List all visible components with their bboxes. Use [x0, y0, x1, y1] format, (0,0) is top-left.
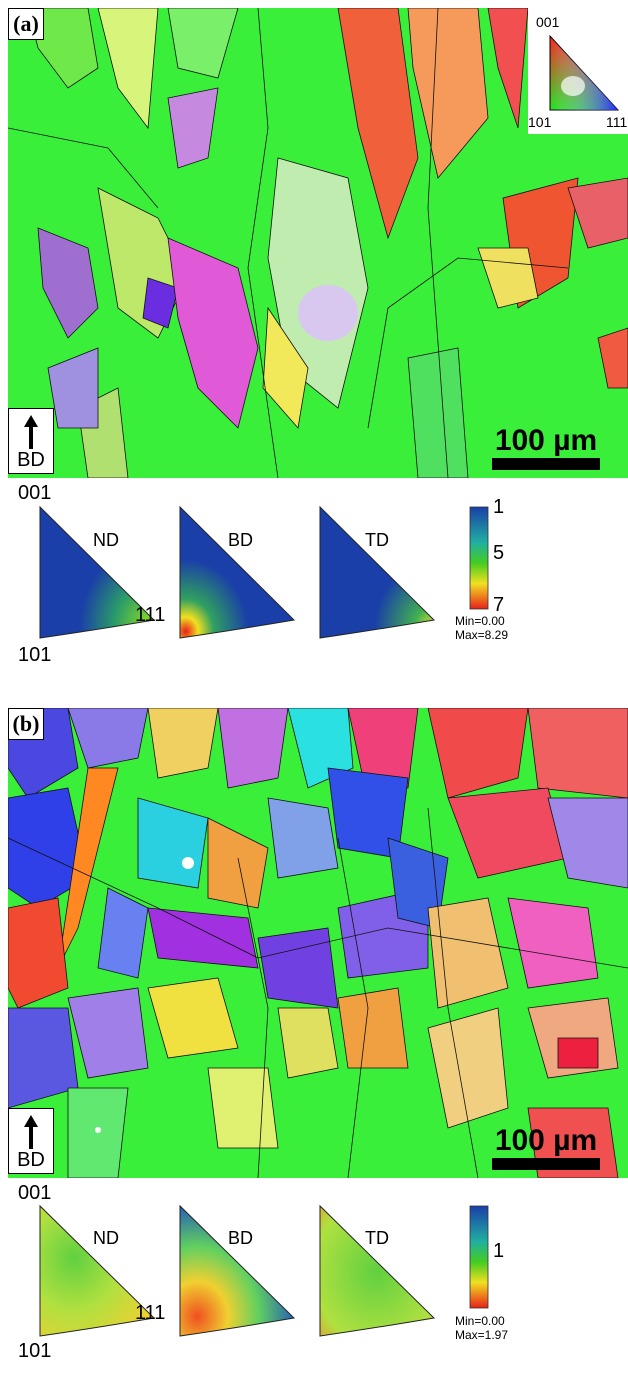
colorbar-tick-5-a: 5 — [493, 542, 505, 564]
pf-vertex-101-a: 101 — [18, 644, 52, 666]
pf-label-bd-b: BD — [228, 1228, 254, 1248]
pf-vertex-111-b: 111 — [135, 1302, 166, 1324]
pole-figures-b-graphics — [39, 1204, 489, 1337]
colorbar-tick-1-b: 1 — [493, 1240, 505, 1262]
pole-figures-a-graphics — [39, 505, 489, 639]
bd-direction-a: BD — [8, 408, 54, 474]
pole-figure-bd-a — [179, 505, 296, 639]
scale-bar-b: 100 µm — [492, 1126, 600, 1170]
scale-line-a — [492, 458, 600, 470]
ebsd-map-b: (b) BD 100 µm — [8, 708, 628, 1178]
pf-vertex-001-b: 001 — [18, 1182, 52, 1204]
ebsd-map-a: (a) 001 101 111 BD 1 — [8, 8, 628, 478]
ipf-key-001: 001 — [536, 14, 560, 30]
pole-figures-a: 001 101 111 ND BD TD 1 5 7 Min=0.00 Max=… — [0, 480, 628, 680]
scale-line-b — [492, 1158, 600, 1170]
pf-min-a: Min=0.00 — [455, 614, 505, 628]
pf-max-a: Max=8.29 — [455, 628, 509, 642]
bd-label-b: BD — [17, 1149, 45, 1171]
colorbar-b — [469, 1205, 489, 1309]
panel-label-a: (a) — [8, 8, 44, 40]
pf-label-td-b: TD — [365, 1228, 389, 1248]
pole-figure-td-a — [319, 505, 436, 639]
bd-label-a: BD — [17, 449, 45, 471]
colorbar-a — [469, 506, 489, 610]
bd-direction-b: BD — [8, 1108, 54, 1174]
pole-figure-td-b — [319, 1204, 436, 1337]
ipf-color-key: 001 101 111 — [528, 8, 628, 134]
pf-label-bd-a: BD — [228, 530, 254, 550]
ipf-key-111: 111 — [606, 114, 628, 130]
pole-figure-bd-b — [179, 1204, 296, 1337]
pole-figure-nd-b — [39, 1204, 156, 1337]
pf-vertex-111-a: 111 — [135, 604, 166, 626]
scale-text-a: 100 µm — [494, 424, 598, 457]
pf-vertex-001-a: 001 — [18, 482, 52, 504]
scale-text-b: 100 µm — [494, 1124, 598, 1157]
arrow-up-icon — [24, 1115, 38, 1149]
pole-figures-b: 001 101 111 ND BD TD 1 Min=0.00 Max=1.97 — [0, 1180, 628, 1380]
ipf-key-101: 101 — [528, 114, 552, 130]
scale-bar-a: 100 µm — [492, 426, 600, 470]
pf-label-td-a: TD — [365, 530, 389, 550]
pf-vertex-101-b: 101 — [18, 1340, 52, 1362]
colorbar-tick-7-a: 7 — [493, 594, 505, 616]
ipf-key-triangle — [549, 34, 620, 111]
pf-label-nd-a: ND — [93, 530, 119, 550]
colorbar-tick-1-a: 1 — [493, 496, 505, 518]
pf-min-b: Min=0.00 — [455, 1314, 505, 1328]
ebsd-map-b-image — [8, 708, 628, 1178]
pole-figure-nd-a — [39, 505, 156, 639]
arrow-up-icon — [24, 415, 38, 449]
pf-max-b: Max=1.97 — [455, 1328, 509, 1342]
panel-label-b: (b) — [8, 708, 44, 740]
ebsd-map-a-image — [8, 8, 628, 478]
pf-label-nd-b: ND — [93, 1228, 119, 1248]
